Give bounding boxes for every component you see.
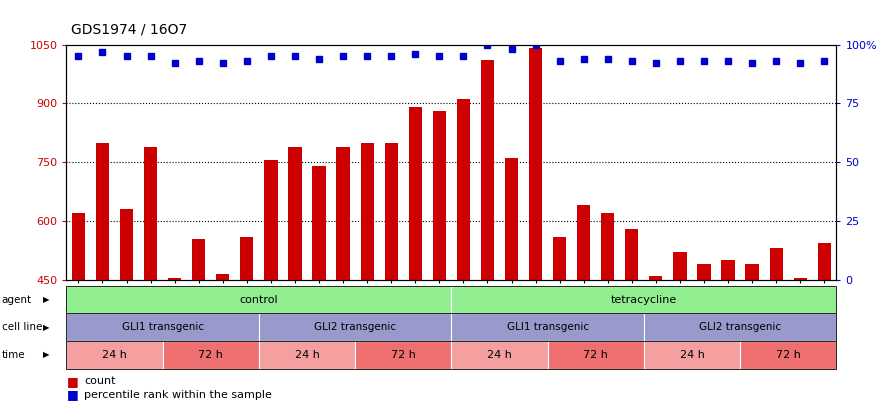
Text: GLI1 transgenic: GLI1 transgenic — [121, 322, 204, 332]
Bar — [529, 49, 543, 280]
Bar — [770, 249, 783, 280]
Text: ▶: ▶ — [42, 295, 49, 304]
Bar — [601, 213, 614, 280]
Bar — [409, 107, 422, 280]
Text: cell line: cell line — [2, 322, 42, 332]
Bar — [794, 278, 807, 280]
Bar — [697, 264, 711, 280]
Bar — [818, 243, 831, 280]
Bar — [144, 147, 158, 280]
Bar — [504, 158, 518, 280]
Bar — [312, 166, 326, 280]
Bar — [192, 239, 205, 280]
Text: 72 h: 72 h — [583, 350, 608, 360]
Text: 24 h: 24 h — [102, 350, 127, 360]
Text: GLI2 transgenic: GLI2 transgenic — [314, 322, 396, 332]
Text: 72 h: 72 h — [776, 350, 801, 360]
Bar — [385, 143, 398, 280]
Bar — [336, 147, 350, 280]
Bar — [433, 111, 446, 280]
Bar — [721, 260, 735, 280]
Text: 72 h: 72 h — [198, 350, 223, 360]
Text: GLI2 transgenic: GLI2 transgenic — [699, 322, 781, 332]
Bar — [481, 60, 494, 280]
Bar — [457, 100, 470, 280]
Bar — [289, 147, 302, 280]
Text: percentile rank within the sample: percentile rank within the sample — [84, 390, 272, 400]
Text: ■: ■ — [66, 388, 78, 401]
Text: ▶: ▶ — [42, 350, 49, 359]
Bar — [119, 209, 133, 280]
Bar — [577, 205, 590, 280]
Text: 72 h: 72 h — [391, 350, 416, 360]
Bar — [360, 143, 373, 280]
Text: 24 h: 24 h — [680, 350, 704, 360]
Text: control: control — [240, 295, 278, 305]
Text: 24 h: 24 h — [295, 350, 319, 360]
Bar — [240, 237, 253, 280]
Bar — [625, 229, 638, 280]
Text: time: time — [2, 350, 26, 360]
Bar — [745, 264, 758, 280]
Text: count: count — [84, 376, 116, 386]
Text: GDS1974 / 16O7: GDS1974 / 16O7 — [71, 22, 187, 36]
Bar — [265, 160, 278, 280]
Bar — [650, 276, 663, 280]
Text: GLI1 transgenic: GLI1 transgenic — [506, 322, 589, 332]
Bar — [553, 237, 566, 280]
Text: tetracycline: tetracycline — [611, 295, 677, 305]
Bar — [168, 278, 181, 280]
Text: ■: ■ — [66, 375, 78, 388]
Text: ▶: ▶ — [42, 323, 49, 332]
Bar — [72, 213, 85, 280]
Bar — [216, 274, 229, 280]
Text: 24 h: 24 h — [487, 350, 512, 360]
Bar — [673, 252, 687, 280]
Text: agent: agent — [2, 295, 32, 305]
Bar — [96, 143, 109, 280]
